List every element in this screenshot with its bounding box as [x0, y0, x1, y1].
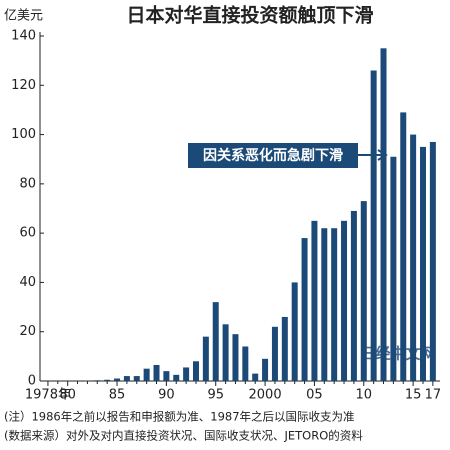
- y-tick-label: 0: [28, 374, 36, 389]
- y-tick-label: 120: [11, 78, 36, 93]
- bar: [429, 141, 436, 381]
- bar: [341, 220, 348, 381]
- y-tick-label: 100: [11, 127, 36, 142]
- x-tick-label: 90: [158, 388, 175, 403]
- bar: [419, 146, 426, 381]
- chart-title: 日本对华直接投资额触顶下滑: [126, 4, 373, 27]
- bar: [271, 326, 278, 381]
- bar: [232, 334, 239, 381]
- bar: [133, 376, 140, 381]
- x-tick-label: 17: [425, 388, 442, 403]
- annotation-arrow: [358, 149, 388, 161]
- bar: [262, 358, 269, 381]
- bar: [192, 361, 199, 381]
- x-tick-label: 10: [356, 388, 373, 403]
- bar: [331, 228, 338, 381]
- x-tick-label: 2000: [249, 388, 282, 403]
- bar: [202, 336, 209, 381]
- bar: [321, 228, 328, 381]
- annotation-box: [188, 143, 358, 168]
- x-tick-label: 05: [306, 388, 323, 403]
- bar: [212, 302, 219, 381]
- bar: [104, 379, 111, 381]
- note: (注）1986年之前以报告和申报额为准、1987年之后以国际收支为准: [4, 410, 355, 424]
- bar: [153, 364, 160, 381]
- bar: [301, 238, 308, 381]
- bar: [242, 346, 249, 381]
- x-tick-label: 1978年: [25, 388, 71, 403]
- annotation: 因关系恶化而急剧下滑: [203, 147, 343, 164]
- note: (数据来源）对外及对内直接投资状况、国际收支状况、JETORO的资料: [4, 429, 363, 443]
- bar: [281, 316, 288, 381]
- y-tick-label: 80: [19, 176, 36, 191]
- bar: [183, 367, 190, 381]
- y-tick-label: 40: [19, 275, 36, 290]
- bar: [400, 112, 407, 382]
- bar: [163, 371, 170, 381]
- bar: [222, 324, 229, 381]
- bar: [410, 134, 417, 381]
- bar: [123, 376, 130, 381]
- bar: [350, 210, 357, 381]
- y-axis-label: 亿美元: [4, 9, 43, 24]
- bar: [252, 373, 259, 381]
- y-tick-label: 140: [11, 29, 36, 44]
- x-tick-label: 95: [207, 388, 224, 403]
- y-tick-label: 60: [19, 226, 36, 241]
- bar: [380, 48, 387, 381]
- y-tick-label: 20: [19, 324, 36, 339]
- bar: [173, 374, 180, 381]
- bar: [390, 156, 397, 381]
- bar: [114, 378, 121, 381]
- bar: [291, 282, 298, 381]
- x-tick-label: 15: [405, 388, 422, 403]
- x-tick-label: 85: [109, 388, 126, 403]
- bar: [311, 220, 318, 381]
- watermark: 日经中文网: [360, 345, 435, 363]
- bar: [94, 380, 101, 381]
- x-tick-label: 80: [59, 388, 76, 403]
- bar: [143, 368, 150, 381]
- bar: [370, 70, 377, 381]
- bar: [360, 201, 367, 381]
